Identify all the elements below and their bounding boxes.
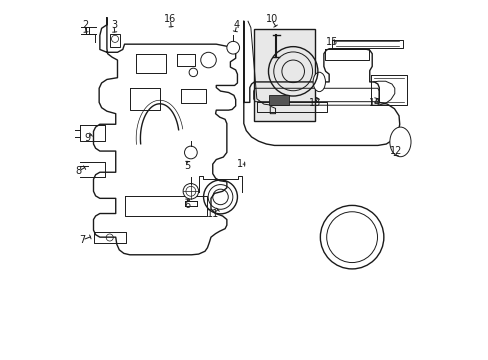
Text: 16: 16 (164, 14, 176, 24)
Circle shape (183, 184, 198, 199)
Ellipse shape (389, 127, 410, 157)
Text: 2: 2 (82, 20, 88, 30)
Polygon shape (254, 29, 314, 121)
Text: 13: 13 (308, 98, 321, 108)
Text: 14: 14 (368, 98, 380, 108)
Text: 6: 6 (184, 200, 190, 210)
Text: 15: 15 (325, 37, 338, 47)
Text: 8: 8 (76, 166, 81, 176)
Text: 12: 12 (389, 146, 402, 156)
Text: 7: 7 (79, 235, 85, 245)
Text: 11: 11 (207, 208, 219, 219)
Text: 10: 10 (265, 14, 277, 24)
Text: 5: 5 (184, 161, 190, 171)
Circle shape (226, 41, 239, 54)
Text: 3: 3 (111, 20, 117, 30)
Text: 9: 9 (84, 133, 90, 143)
Text: 4: 4 (233, 20, 239, 30)
Text: 1: 1 (237, 159, 243, 169)
Polygon shape (269, 95, 288, 105)
Ellipse shape (312, 72, 325, 92)
Circle shape (184, 146, 197, 159)
